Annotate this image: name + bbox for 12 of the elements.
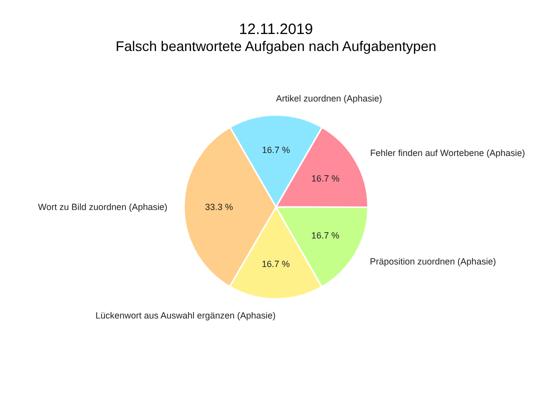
- data-label: 33.3 %: [204, 202, 233, 212]
- slice-label: Lückenwort aus Auswahl ergänzen (Aphasie): [95, 310, 276, 321]
- slice-label: Präposition zuordnen (Aphasie): [370, 256, 496, 267]
- chart-title: 12.11.2019: [239, 21, 313, 38]
- chart-subtitle: Falsch beantwortete Aufgaben nach Aufgabentypen: [116, 38, 436, 54]
- slice-label: Fehler finden auf Wortebene (Aphasie): [370, 148, 526, 158]
- data-label: 16.7 %: [311, 174, 340, 184]
- data-label: 16.7 %: [311, 230, 340, 241]
- slice-label: Wort zu Bild zuordnen (Aphasie): [38, 202, 168, 212]
- data-label: 16.7 %: [262, 259, 290, 270]
- slice-label: Artikel zuordnen (Aphasie): [276, 93, 382, 104]
- data-label: 16.7 %: [262, 144, 290, 155]
